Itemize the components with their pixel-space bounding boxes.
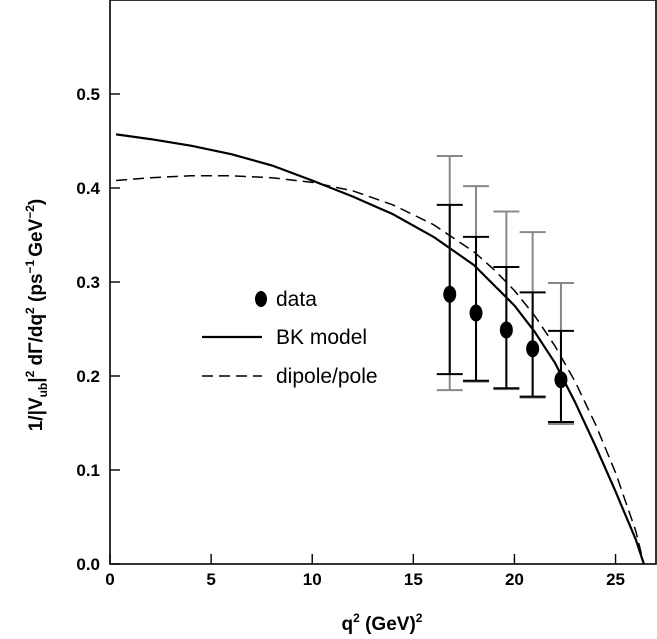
- y-tick-label: 0.5: [76, 85, 100, 104]
- y-tick-label: 0.4: [76, 179, 100, 198]
- data-point: [493, 210, 520, 391]
- bk-model-curve: [115, 133, 645, 565]
- legend-label-dipole-pole: dipole/pole: [276, 365, 378, 388]
- axis-ticks: 0 5 10 15 20 25 0.0 0.1 0.2 0.3 0.4 0.5: [76, 85, 625, 589]
- y-tick-label: 0.2: [76, 367, 100, 386]
- x-tick-label: 25: [606, 570, 625, 589]
- legend: data BK model dipole/pole: [202, 288, 378, 388]
- data-marker: [443, 285, 457, 303]
- data-points: [436, 155, 574, 425]
- data-point: [436, 155, 463, 392]
- data-marker: [469, 304, 483, 322]
- legend-marker-data: [255, 291, 267, 307]
- data-point: [463, 185, 490, 383]
- data-point: [519, 231, 546, 399]
- legend-label-data: data: [276, 288, 317, 311]
- curves: [115, 133, 645, 565]
- x-tick-label: 5: [206, 570, 215, 589]
- x-tick-label: 20: [505, 570, 524, 589]
- data-marker: [526, 340, 540, 358]
- x-tick-label: 0: [105, 570, 114, 589]
- data-marker: [554, 371, 568, 389]
- x-tick-label: 10: [303, 570, 322, 589]
- data-marker: [499, 321, 513, 339]
- y-axis-title: 1/|Vub|2 dΓ/dq2 (ps−1GeV−2): [23, 199, 50, 432]
- y-tick-label: 0.0: [76, 555, 100, 574]
- y-tick-label: 0.1: [76, 461, 100, 480]
- plot-frame: [109, 0, 657, 565]
- data-point: [547, 281, 574, 425]
- x-axis-title: q2 (GeV)2: [342, 611, 423, 635]
- x-tick-label: 15: [404, 570, 423, 589]
- y-tick-label: 0.3: [76, 273, 100, 292]
- dipole-pole-curve: [116, 175, 645, 565]
- legend-label-bk-model: BK model: [276, 326, 367, 349]
